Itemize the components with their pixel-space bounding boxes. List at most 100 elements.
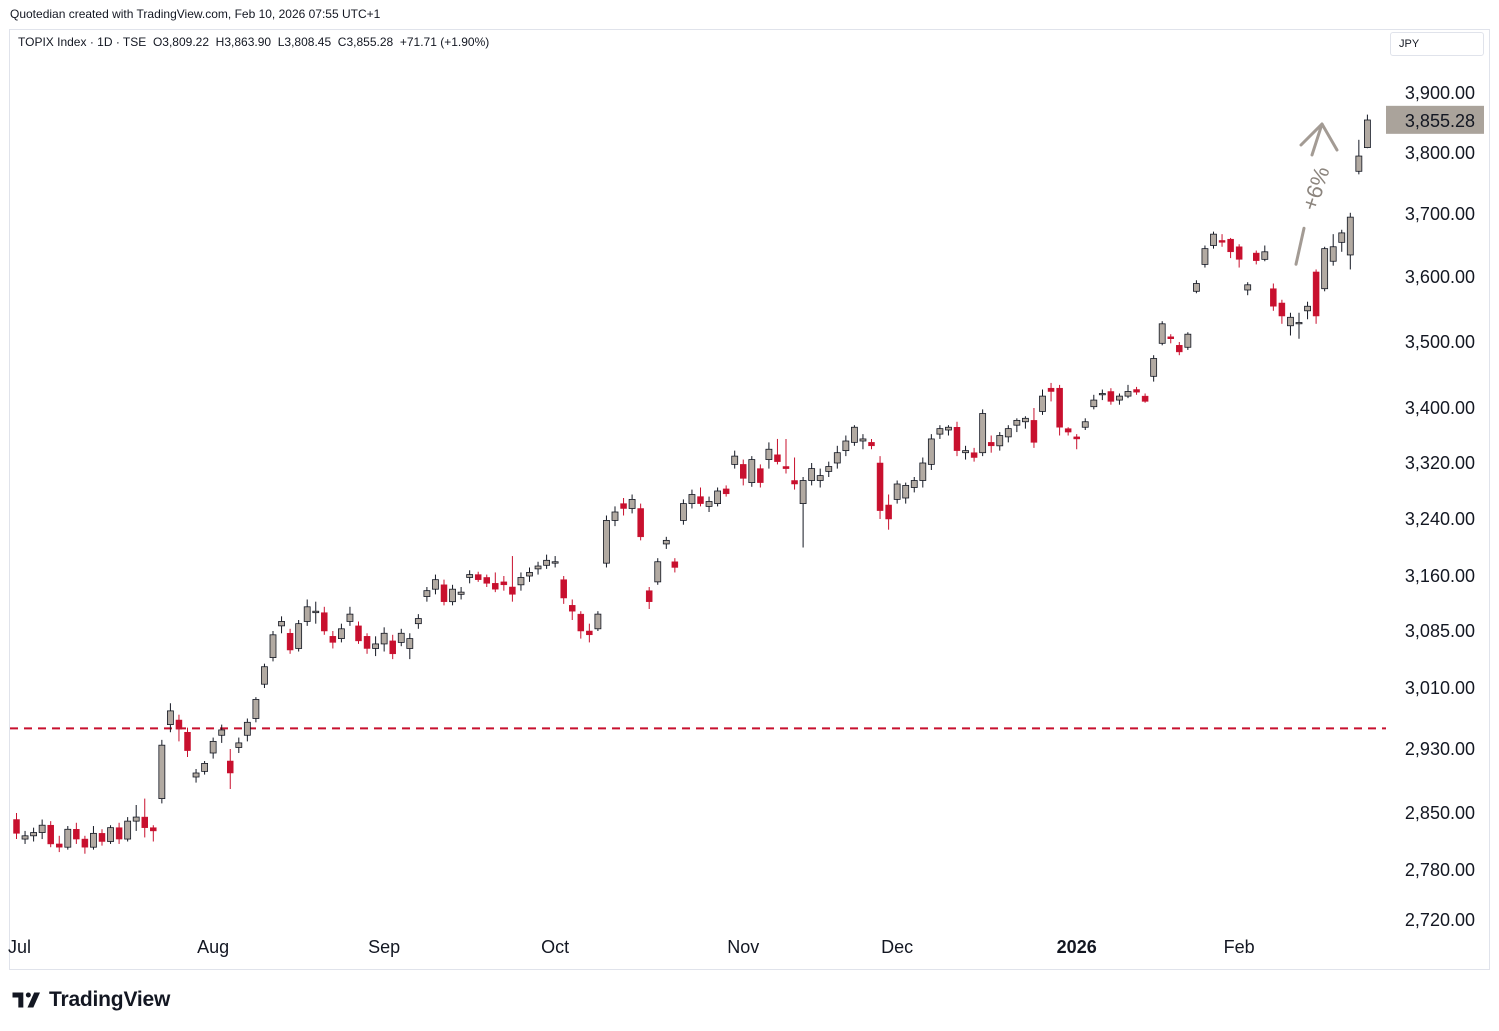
candle[interactable] — [1364, 114, 1371, 149]
candle[interactable] — [423, 587, 431, 602]
candle[interactable] — [158, 739, 166, 804]
candle[interactable] — [705, 496, 713, 512]
candle[interactable] — [115, 822, 123, 844]
candle[interactable] — [799, 477, 807, 548]
candle[interactable] — [492, 572, 499, 593]
candle[interactable] — [1013, 418, 1021, 433]
candle[interactable] — [1022, 416, 1029, 429]
candle[interactable] — [295, 620, 303, 652]
candle[interactable] — [1176, 342, 1183, 356]
candle[interactable] — [654, 558, 662, 585]
candle[interactable] — [1287, 312, 1294, 336]
candle[interactable] — [543, 554, 550, 569]
candle[interactable] — [825, 461, 833, 477]
candle[interactable] — [859, 434, 867, 450]
candle[interactable] — [278, 616, 285, 634]
candle[interactable] — [269, 631, 277, 662]
candle[interactable] — [98, 829, 106, 846]
candle[interactable] — [175, 714, 183, 742]
candle[interactable] — [466, 570, 474, 584]
candle[interactable] — [748, 456, 756, 487]
candle[interactable] — [509, 556, 516, 602]
candle[interactable] — [1253, 250, 1260, 265]
candle[interactable] — [569, 599, 576, 620]
candle[interactable] — [987, 435, 995, 453]
candle[interactable] — [1039, 389, 1046, 415]
candle[interactable] — [1107, 388, 1115, 405]
candle[interactable] — [816, 468, 824, 488]
candle[interactable] — [389, 634, 396, 660]
candle[interactable] — [500, 576, 508, 591]
candle[interactable] — [714, 487, 721, 507]
candle[interactable] — [1030, 408, 1038, 448]
candle[interactable] — [577, 611, 585, 639]
legend-symbol[interactable]: TOPIX Index · 1D · TSE — [18, 35, 147, 49]
candle[interactable] — [243, 718, 251, 742]
candle[interactable] — [851, 425, 858, 446]
candle[interactable] — [1261, 245, 1269, 262]
candle[interactable] — [1278, 299, 1286, 324]
candle[interactable] — [526, 567, 533, 582]
candle[interactable] — [782, 438, 790, 474]
candle[interactable] — [680, 499, 687, 525]
candle[interactable] — [1167, 334, 1174, 344]
candle[interactable] — [1090, 394, 1098, 410]
candle[interactable] — [1270, 283, 1277, 311]
candle[interactable] — [927, 434, 935, 470]
candle[interactable] — [397, 628, 405, 647]
candle[interactable] — [372, 636, 380, 657]
candle[interactable] — [1312, 269, 1320, 324]
candle[interactable] — [765, 442, 773, 469]
tradingview-brand[interactable]: TradingView — [12, 988, 170, 1012]
candle[interactable] — [620, 498, 627, 516]
candle[interactable] — [833, 445, 841, 469]
candle[interactable] — [355, 621, 362, 644]
candle[interactable] — [970, 447, 978, 462]
candle[interactable] — [885, 494, 892, 530]
candle[interactable] — [321, 606, 328, 635]
candle[interactable] — [1047, 382, 1055, 402]
candle[interactable] — [184, 727, 191, 757]
candle[interactable] — [945, 425, 952, 436]
candle[interactable] — [201, 761, 209, 775]
candle[interactable] — [1098, 389, 1106, 401]
candle[interactable] — [697, 487, 704, 507]
candle[interactable] — [902, 482, 910, 504]
candle[interactable] — [671, 558, 679, 573]
chart-pane[interactable] — [9, 29, 1490, 970]
candle[interactable] — [740, 459, 747, 486]
candle[interactable] — [38, 819, 46, 840]
candle[interactable] — [868, 438, 875, 450]
candle[interactable] — [90, 826, 97, 850]
candle[interactable] — [1304, 301, 1311, 320]
candle[interactable] — [227, 749, 234, 789]
candle[interactable] — [1355, 139, 1363, 175]
candle[interactable] — [21, 830, 29, 844]
candle[interactable] — [517, 572, 525, 591]
candle[interactable] — [107, 825, 114, 844]
candle[interactable] — [1081, 418, 1089, 430]
candle[interactable] — [1184, 332, 1192, 350]
candle[interactable] — [406, 633, 414, 660]
candle[interactable] — [449, 584, 456, 606]
candle[interactable] — [1338, 229, 1346, 252]
candle[interactable] — [1218, 234, 1226, 247]
candle[interactable] — [474, 571, 482, 582]
candle[interactable] — [312, 601, 320, 624]
candle[interactable] — [637, 503, 644, 541]
candle[interactable] — [1150, 355, 1158, 382]
candle[interactable] — [432, 574, 439, 595]
candle[interactable] — [645, 587, 653, 609]
candle[interactable] — [286, 628, 294, 654]
candle[interactable] — [962, 445, 969, 460]
candle[interactable] — [457, 587, 465, 600]
candle[interactable] — [1124, 384, 1132, 399]
candle[interactable] — [1064, 427, 1072, 436]
candle[interactable] — [1193, 280, 1200, 294]
candle[interactable] — [166, 703, 174, 733]
candle[interactable] — [56, 835, 63, 853]
candle[interactable] — [1004, 425, 1012, 443]
candle[interactable] — [842, 435, 850, 457]
candle[interactable] — [611, 506, 619, 527]
candle[interactable] — [483, 574, 490, 587]
